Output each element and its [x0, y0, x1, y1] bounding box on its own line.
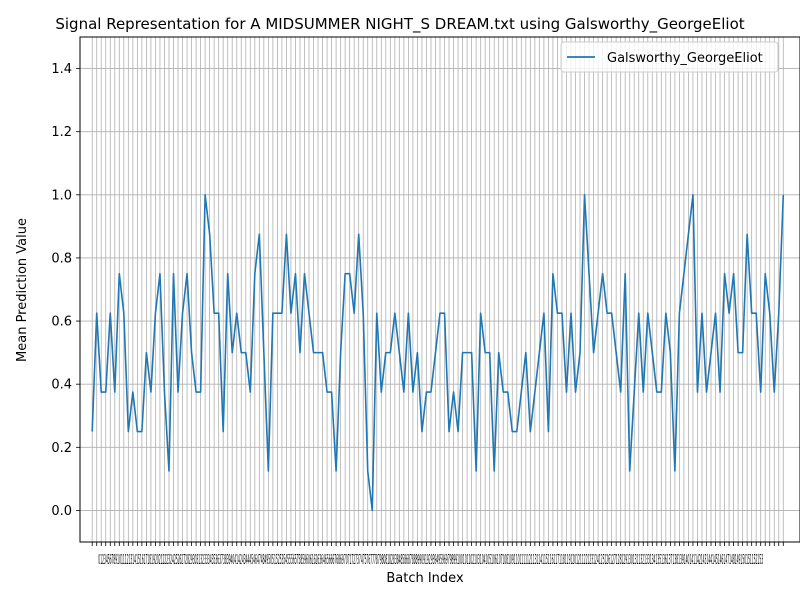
- y-tick-label: 1.4: [51, 62, 72, 77]
- chart-title: Signal Representation for A MIDSUMMER NI…: [55, 15, 744, 34]
- series-line: [91, 194, 785, 512]
- y-axis-label: Mean Prediction Value: [15, 218, 30, 362]
- y-tick-label: 0.8: [51, 251, 72, 266]
- plot-area: [79, 36, 800, 543]
- y-tick-label: 0.6: [51, 315, 72, 330]
- x-axis-label: Batch Index: [386, 571, 464, 586]
- y-tick-label: 1.2: [51, 125, 72, 140]
- y-tick-label: 0.4: [51, 378, 72, 393]
- x-axis: 0123456789101112131415161718192021222324…: [91, 542, 784, 568]
- y-tick-label: 0.2: [51, 441, 72, 456]
- y-tick-label: 1.0: [51, 188, 72, 203]
- y-axis: 0.0 0.2 0.4 0.6 0.8 1.0 1.2 1.4: [51, 62, 80, 519]
- series-layer: [91, 194, 785, 512]
- x-tick-labels: 0123456789101112131415161718192021222324…: [98, 553, 763, 568]
- legend: Galsworthy_GeorgeEliot: [560, 41, 779, 73]
- legend-box: [560, 41, 779, 73]
- y-tick-label: 0.0: [51, 504, 72, 519]
- legend-label: Galsworthy_GeorgeEliot: [607, 51, 763, 66]
- gridlines: [80, 37, 800, 542]
